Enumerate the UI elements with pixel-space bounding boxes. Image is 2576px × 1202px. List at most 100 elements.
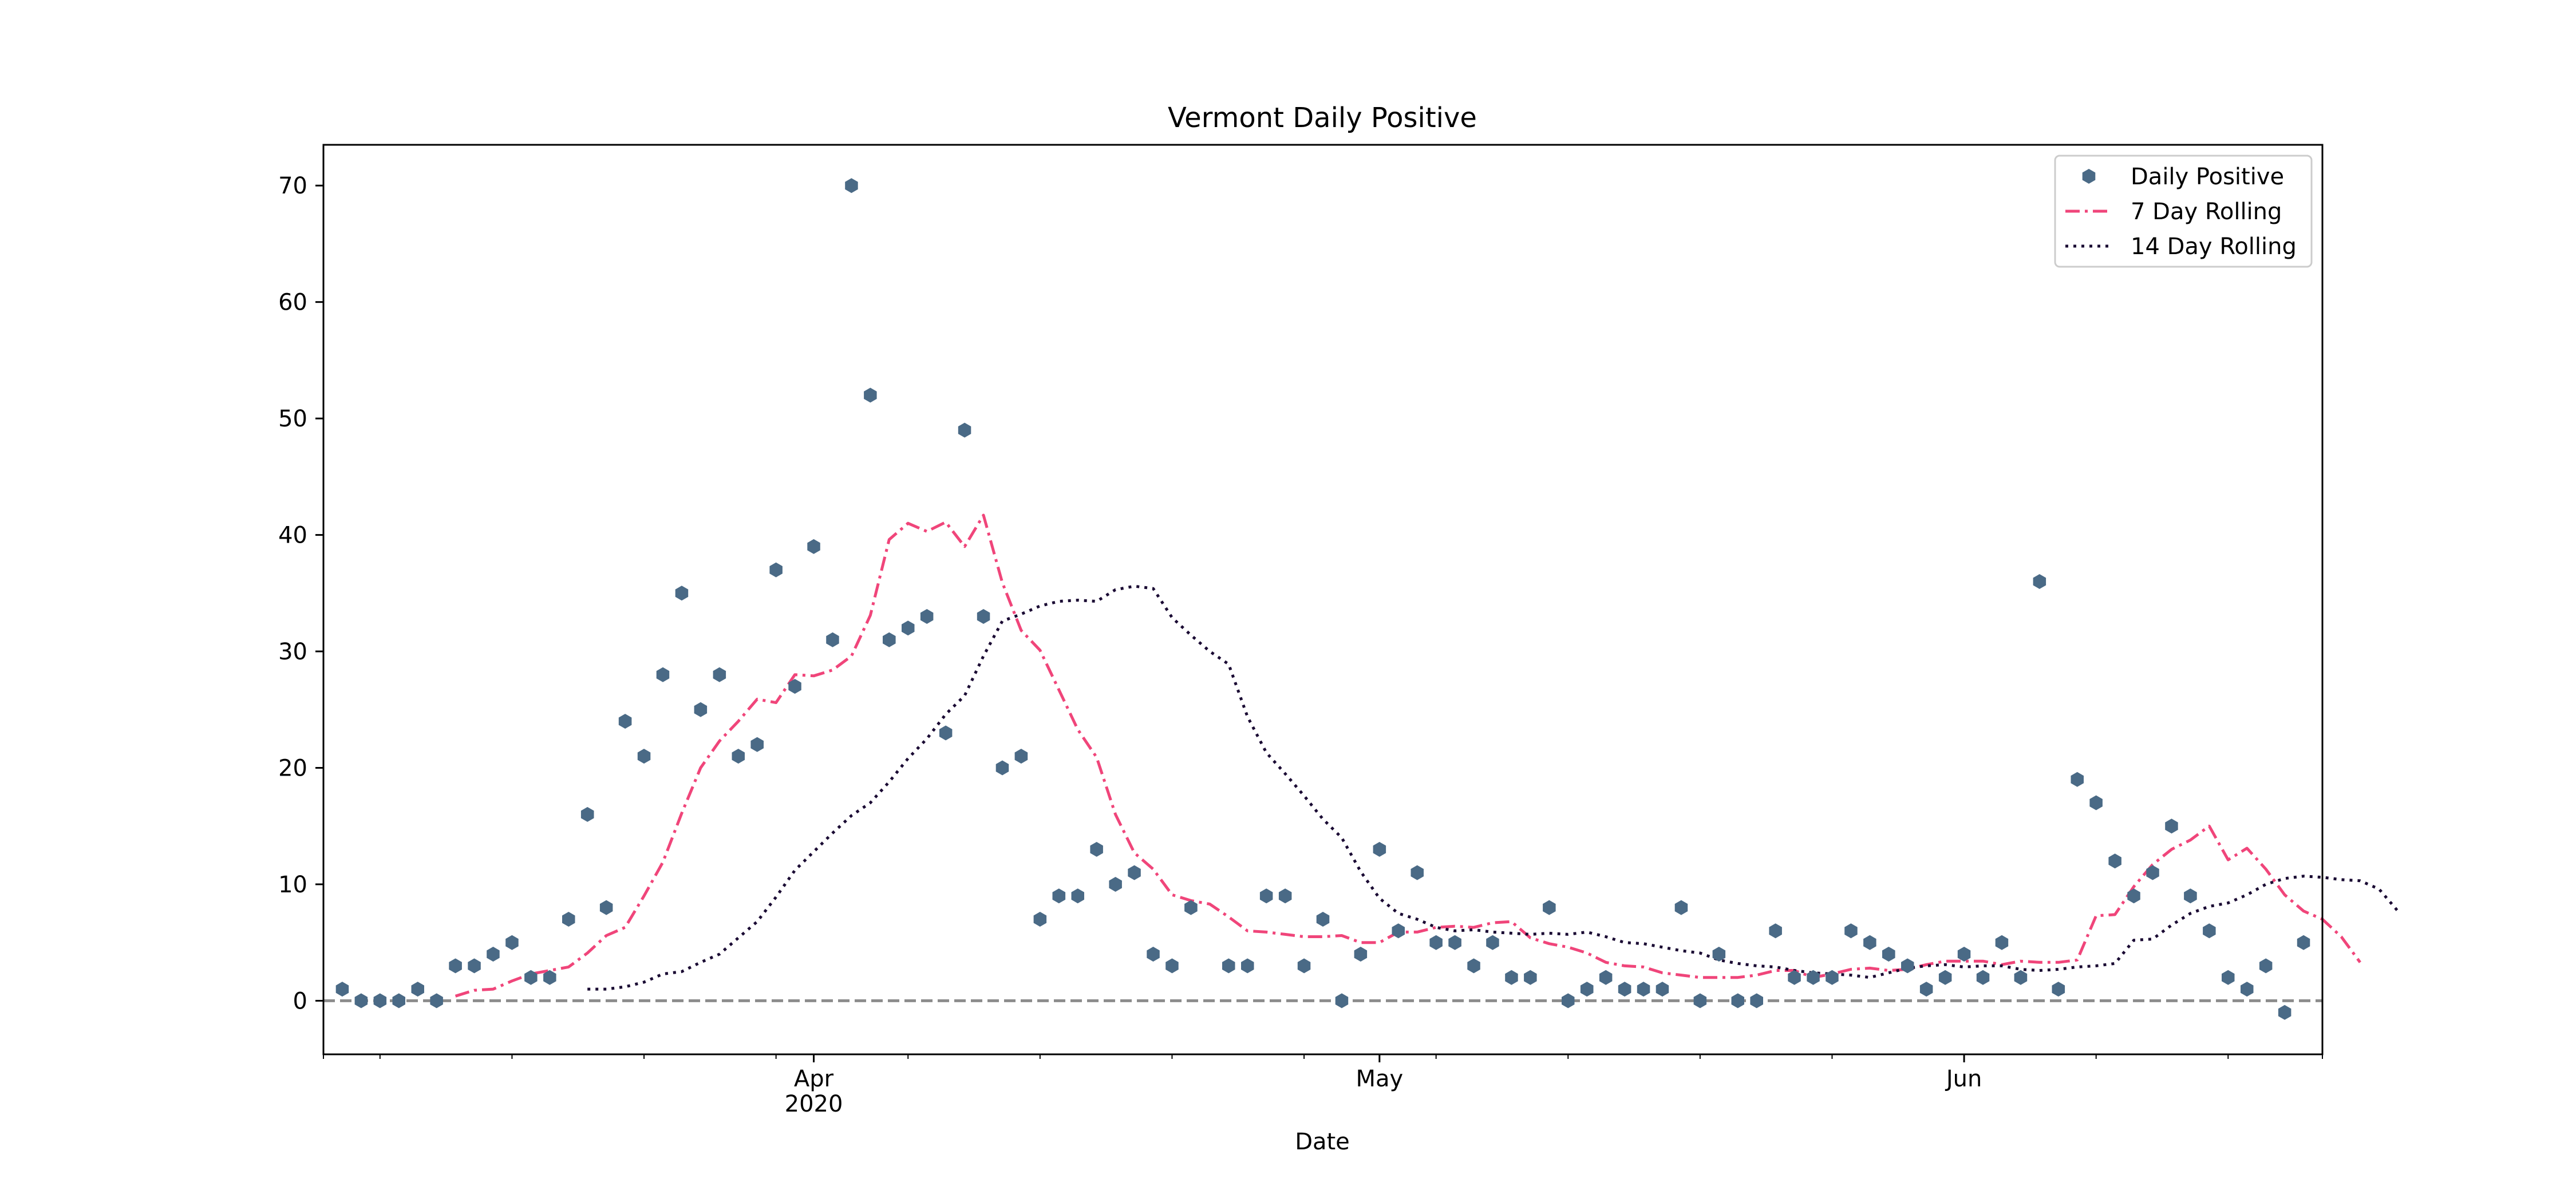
x-tick-sublabel: 2020	[785, 1091, 843, 1117]
data-point	[1656, 982, 1669, 997]
data-point	[1957, 947, 1971, 962]
data-point	[732, 749, 745, 764]
data-point	[335, 982, 349, 997]
data-point	[2278, 1005, 2291, 1020]
data-point	[2165, 819, 2178, 834]
data-point	[618, 714, 632, 729]
data-point	[1222, 958, 1235, 974]
y-tick-label: 40	[278, 523, 307, 549]
x-tick-label: Apr	[794, 1066, 834, 1092]
data-point	[2297, 935, 2310, 950]
data-point	[1014, 749, 1028, 764]
data-point	[675, 586, 689, 601]
data-point	[2071, 772, 2084, 787]
data-point	[373, 993, 387, 1009]
data-point	[2222, 970, 2235, 985]
x-axis-label: Date	[1295, 1129, 1350, 1155]
chart-title: Vermont Daily Positive	[1168, 102, 1477, 134]
data-point	[411, 982, 424, 997]
data-point	[902, 620, 915, 636]
data-point	[1788, 970, 1801, 985]
data-point	[1467, 958, 1480, 974]
data-point	[1938, 970, 1952, 985]
data-point	[468, 958, 481, 974]
data-point	[1373, 841, 1386, 857]
data-point	[1562, 993, 1575, 1009]
data-point	[1637, 982, 1650, 997]
data-point	[2052, 982, 2065, 997]
data-point	[1712, 947, 1726, 962]
data-point	[1429, 935, 1443, 950]
data-point	[599, 900, 613, 915]
y-tick-label: 20	[278, 755, 307, 781]
data-point	[1354, 947, 1368, 962]
data-point	[1901, 958, 1914, 974]
data-point	[1052, 888, 1066, 904]
data-point	[920, 609, 934, 624]
data-point	[788, 679, 801, 694]
data-point	[487, 947, 500, 962]
data-point	[1392, 923, 1405, 939]
data-point	[1618, 982, 1631, 997]
legend-label: Daily Positive	[2131, 164, 2284, 190]
data-point	[694, 702, 708, 717]
data-point	[1599, 970, 1613, 985]
data-point	[580, 806, 594, 822]
y-tick-label: 60	[278, 290, 307, 316]
data-point	[826, 632, 839, 647]
data-point	[1147, 947, 1160, 962]
data-point	[1674, 900, 1688, 915]
data-point	[2259, 958, 2273, 974]
data-point	[1109, 877, 1122, 892]
data-point	[1882, 947, 1895, 962]
data-point	[2241, 982, 2254, 997]
data-point	[2127, 888, 2140, 904]
7-day-rolling-line	[455, 513, 2361, 998]
data-point	[430, 993, 443, 1009]
data-point	[977, 609, 990, 624]
legend-marker	[2082, 169, 2096, 184]
data-point	[1580, 982, 1594, 997]
data-point	[958, 422, 971, 438]
data-point	[2146, 865, 2159, 880]
data-point	[524, 970, 538, 985]
legend-label: 7 Day Rolling	[2131, 199, 2282, 225]
plot-frame	[322, 144, 2324, 1055]
legend-label: 14 Day Rolling	[2131, 234, 2297, 260]
data-point	[1071, 888, 1084, 904]
data-point	[1769, 923, 1782, 939]
data-point	[845, 178, 858, 193]
data-point	[1750, 993, 1763, 1009]
data-point	[392, 993, 405, 1009]
y-axis: 0 10 20 30 40 50 60 70	[278, 173, 323, 1014]
data-point	[1543, 900, 1556, 915]
data-point	[562, 912, 575, 927]
data-point	[354, 993, 368, 1009]
data-point	[1033, 912, 1047, 927]
data-point	[543, 970, 556, 985]
legend: Daily Positive 7 Day Rolling 14 Day Rollin…	[2054, 155, 2313, 268]
data-point	[2089, 795, 2103, 810]
data-point	[1259, 888, 1273, 904]
data-point	[637, 749, 651, 764]
data-point	[2108, 853, 2121, 869]
data-point	[1919, 982, 1933, 997]
data-point	[769, 562, 783, 578]
data-point	[1316, 912, 1330, 927]
y-tick-label: 70	[278, 173, 307, 199]
x-tick-label: May	[1356, 1066, 1403, 1092]
data-point	[449, 958, 462, 974]
data-point	[1486, 935, 1499, 950]
data-point	[1826, 970, 1839, 985]
data-point	[713, 667, 726, 682]
data-point	[939, 725, 953, 741]
data-point	[2203, 923, 2216, 939]
data-point	[864, 388, 877, 403]
data-point	[2033, 574, 2046, 589]
data-point	[1505, 970, 1518, 985]
data-point	[1165, 958, 1179, 974]
data-point	[1863, 935, 1876, 950]
data-point	[1411, 865, 1424, 880]
